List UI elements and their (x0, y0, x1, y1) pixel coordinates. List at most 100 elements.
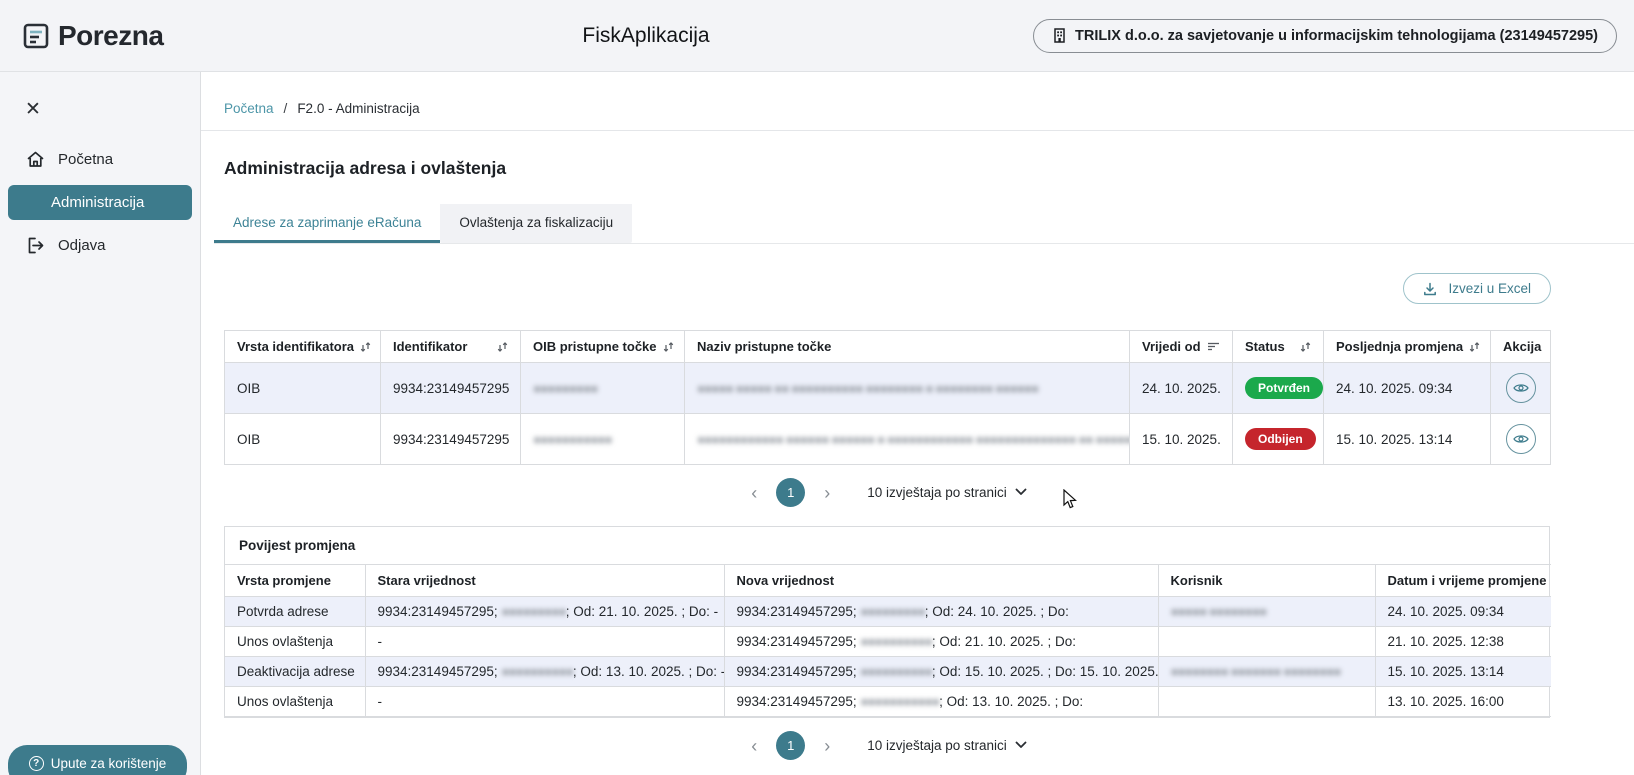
page-title: Administracija adresa i ovlaštenja (224, 158, 507, 178)
status-badge: Potvrđen (1245, 377, 1323, 399)
cell-oib-masked: ●●●●●●●●●●● (533, 431, 613, 447)
status-badge: Odbijen (1245, 428, 1316, 450)
sort-icon[interactable] (1469, 341, 1480, 353)
history-title: Povijest promjena (239, 538, 356, 553)
prev-page-icon[interactable]: ‹ (751, 735, 758, 756)
cell-datum: 15. 10. 2025. 13:14 (1374, 656, 1551, 687)
cell-datum: 21. 10. 2025. 12:38 (1374, 626, 1551, 657)
user-masked: ●●●●● ●●●●●●●● (1170, 604, 1268, 619)
breadcrumb-home-link[interactable]: Početna (224, 101, 274, 116)
cell-posljednja: 24. 10. 2025. 09:34 (1323, 362, 1491, 414)
new-value-text: ; Od: 13. 10. 2025. ; Do: (939, 694, 1084, 709)
next-page-icon[interactable]: › (824, 482, 831, 503)
new-value-text: ; Od: 24. 10. 2025. ; Do: (924, 604, 1069, 619)
col-datum-vrijeme: Datum i vrijeme promjene (1374, 564, 1551, 597)
col-status: Status (1245, 339, 1285, 354)
cell-vrijedi-od: 15. 10. 2025. (1129, 413, 1233, 465)
sort-icon[interactable] (360, 341, 371, 353)
col-identifikator: Identifikator (393, 339, 468, 354)
sort-icon[interactable] (663, 341, 674, 353)
table-row[interactable]: OIB 9934:23149457295 ●●●●●●●●● ●●●●● ●●●… (224, 362, 1551, 414)
download-icon (1423, 282, 1437, 296)
new-value-text: 9934:23149457295; (736, 604, 861, 619)
page-size-dropdown[interactable]: 10 izvještaja po stranici (867, 485, 1027, 500)
new-value-masked: ●●●●●●●●● (860, 604, 925, 619)
cell-vrijedi-od: 24. 10. 2025. (1129, 362, 1233, 414)
cell-identifikator: 9934:23149457295 (380, 413, 521, 465)
col-vrijedi-od: Vrijedi od (1142, 339, 1201, 354)
cell-vrsta-promjene: Potvrda adrese (225, 596, 366, 627)
col-akcija: Akcija (1503, 339, 1542, 354)
sidebar: ✕ Početna Administracija Odjava ? Upute … (0, 72, 201, 775)
history-row: Potvrda adrese 9934:23149457295; ●●●●●●●… (225, 596, 1551, 627)
addresses-header-row: Vrsta identifikatora Identifikator OIB p… (224, 330, 1551, 363)
prev-page-icon[interactable]: ‹ (751, 482, 758, 503)
app-title: FiskAplikacija (582, 23, 710, 47)
sidebar-item-label: Početna (58, 151, 114, 168)
addresses-table: Vrsta identifikatora Identifikator OIB p… (224, 330, 1551, 465)
sidebar-item-odjava[interactable]: Odjava (0, 226, 200, 265)
porezna-logo-icon (22, 22, 50, 50)
porezna-logo[interactable]: Porezna (22, 20, 164, 52)
new-value-text: 9934:23149457295; (736, 634, 861, 649)
old-value-text: ; Od: 13. 10. 2025. ; Do: - (572, 664, 724, 679)
tab-adrese-za-zaprimanje[interactable]: Adrese za zaprimanje eRačuna (214, 204, 441, 243)
cell-vrsta: OIB (224, 413, 381, 465)
breadcrumb-current: F2.0 - Administracija (297, 101, 420, 116)
eye-icon (1512, 384, 1529, 392)
cell-vrsta: OIB (224, 362, 381, 414)
cell-vrsta-promjene: Unos ovlaštenja (225, 686, 366, 717)
chevron-down-icon (1015, 740, 1027, 752)
org-badge[interactable]: TRILIX d.o.o. za savjetovanje u informac… (1033, 18, 1617, 53)
old-value-masked: ●●●●●●●●●● (501, 664, 574, 679)
top-header: Porezna FiskAplikacija TRILIX d.o.o. za … (0, 0, 1634, 72)
sort-icon[interactable] (1300, 341, 1311, 353)
history-table: Vrsta promjene Stara vrijednost Nova vri… (225, 564, 1551, 717)
history-header-row: Vrsta promjene Stara vrijednost Nova vri… (225, 564, 1551, 597)
view-details-button[interactable] (1505, 373, 1536, 403)
breadcrumb-separator: / (283, 101, 288, 116)
history-row: Deaktivacija adrese 9934:23149457295; ●●… (225, 656, 1551, 687)
old-value-masked: ●●●●●●●●● (501, 604, 566, 619)
help-button-label: Upute za korištenje (50, 756, 167, 771)
col-stara-vrijednost: Stara vrijednost (364, 564, 725, 597)
old-value-text: - (377, 634, 383, 649)
addresses-pagination: ‹ 1 › 10 izvještaja po stranici (224, 478, 1550, 507)
tab-ovlastenja-za-fiskalizaciju[interactable]: Ovlaštenja za fiskalizaciju (440, 204, 633, 243)
col-nova-vrijednost: Nova vrijednost (723, 564, 1159, 597)
old-value-text: ; Od: 21. 10. 2025. ; Do: - (565, 604, 719, 619)
org-badge-label: TRILIX d.o.o. za savjetovanje u informac… (1075, 27, 1598, 44)
page-size-label: 10 izvještaja po stranici (867, 738, 1007, 753)
question-icon: ? (28, 756, 44, 771)
export-excel-label: Izvezi u Excel (1448, 281, 1531, 296)
history-card: Povijest promjena Vrsta promjene Stara v… (224, 526, 1551, 718)
col-vrsta-identifikatora: Vrsta identifikatora (237, 339, 355, 354)
page-number[interactable]: 1 (776, 478, 806, 507)
cell-datum: 13. 10. 2025. 16:00 (1374, 686, 1551, 717)
sidebar-close-icon[interactable]: ✕ (25, 99, 41, 120)
view-details-button[interactable] (1505, 424, 1536, 454)
new-value-masked: ●●●●●●●●●●● (860, 694, 940, 709)
cell-identifikator: 9934:23149457295 (380, 362, 521, 414)
col-posljednja-promjena: Posljednja promjena (1336, 339, 1464, 354)
cell-naziv-masked: ●●●●● ●●●●● ●● ●●●●●●●●●● ●●●●●●●● ● ●●●… (697, 380, 1039, 396)
table-row[interactable]: OIB 9934:23149457295 ●●●●●●●●●●● ●●●●●●●… (224, 413, 1551, 465)
new-value-text: ; Od: 15. 10. 2025. ; Do: 15. 10. 2025. (931, 664, 1158, 679)
cell-vrsta-promjene: Unos ovlaštenja (225, 626, 366, 657)
export-excel-button[interactable]: Izvezi u Excel (1403, 273, 1551, 304)
logout-icon (26, 236, 45, 255)
next-page-icon[interactable]: › (824, 735, 831, 756)
sort-active-icon[interactable] (1207, 341, 1220, 352)
new-value-masked: ●●●●●●●●●● (860, 634, 933, 649)
page-number[interactable]: 1 (776, 731, 806, 760)
sidebar-item-pocetna[interactable]: Početna (0, 140, 200, 179)
main-content: Početna / F2.0 - Administracija Administ… (201, 72, 1634, 775)
help-button[interactable]: ? Upute za korištenje (8, 745, 187, 775)
sidebar-item-administracija[interactable]: Administracija (8, 185, 192, 220)
sort-icon[interactable] (497, 341, 508, 353)
breadcrumb: Početna / F2.0 - Administracija (201, 72, 1634, 130)
history-pagination: ‹ 1 › 10 izvještaja po stranici (224, 731, 1550, 760)
old-value-text: 9934:23149457295; (377, 664, 502, 679)
eye-icon (1512, 435, 1529, 443)
page-size-dropdown[interactable]: 10 izvještaja po stranici (867, 738, 1027, 753)
